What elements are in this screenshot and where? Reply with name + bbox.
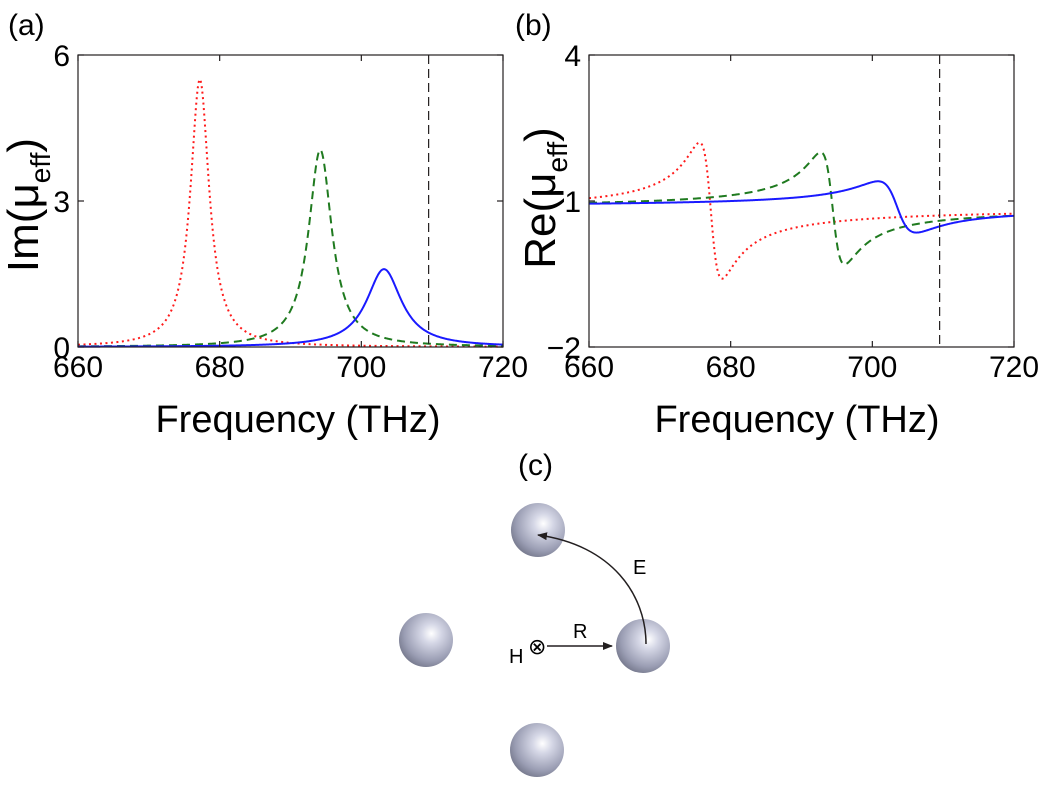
h-field-label: H <box>509 646 523 668</box>
panel-c-diagram: (c) E R H ⊗ <box>399 449 670 777</box>
panel-a-label: (a) <box>8 9 45 42</box>
panel-b-x-tick-label: 660 <box>564 351 614 384</box>
panel-a-series-dashed <box>78 148 503 348</box>
panel-b-y-tick-label: 4 <box>564 40 581 73</box>
panel-a-x-tick-label: 700 <box>336 351 386 384</box>
panel-b-x-tick-label: 680 <box>706 351 756 384</box>
panel-c-label: (c) <box>518 449 553 482</box>
panel-b-y-tick-label: −2 <box>547 332 581 365</box>
radius-label: R <box>573 621 587 643</box>
sphere-top <box>511 503 565 557</box>
panel-b-axes-frame <box>588 54 1015 348</box>
panel-b-chart: (b) 660 680 700 720 −2 1 4 Frequency (THz) Re(… <box>515 9 1039 441</box>
panel-b-series-solid <box>589 180 1014 234</box>
panel-a-axes-frame <box>77 54 504 348</box>
panel-b-y-axis-label: Re(μeff) <box>516 127 573 269</box>
sphere-right <box>616 619 670 673</box>
panel-b-x-tick-label: 720 <box>989 351 1039 384</box>
into-page-symbol: ⊗ <box>528 634 546 659</box>
sphere-bottom <box>510 723 564 777</box>
panel-a-series-dotted <box>78 77 503 348</box>
panel-a-x-tick-label: 660 <box>53 351 103 384</box>
panel-a-y-tick-label: 3 <box>53 186 70 219</box>
panel-a-y-tick-label: 0 <box>53 332 70 365</box>
panel-b-series-dashed <box>589 151 1014 266</box>
panel-b-label: (b) <box>515 9 552 42</box>
electric-field-arrow <box>537 532 647 645</box>
panel-a-y-axis-label: Im(μeff) <box>0 138 56 272</box>
panel-a-series-solid <box>78 268 503 348</box>
panel-b-series-dotted <box>589 141 1014 280</box>
panel-a-y-tick-label: 6 <box>53 40 70 73</box>
e-field-label: E <box>633 557 646 579</box>
panel-b-x-tick-label: 700 <box>847 351 897 384</box>
sphere-left <box>399 613 453 667</box>
panel-a-chart: (a) 660 680 700 720 0 3 6 Frequency (THz) Im(μ… <box>0 9 528 441</box>
panel-a-plot-area: 660 680 700 720 0 3 6 <box>53 40 528 384</box>
panel-a-x-axis-label: Frequency (THz) <box>155 399 440 441</box>
panel-a-x-tick-label: 680 <box>195 351 245 384</box>
panel-b-y-tick-label: 1 <box>564 186 581 219</box>
panel-a-x-tick-label: 720 <box>478 351 528 384</box>
panel-b-plot-area: 660 680 700 720 −2 1 4 <box>547 40 1039 384</box>
panel-b-x-axis-label: Frequency (THz) <box>654 399 939 441</box>
